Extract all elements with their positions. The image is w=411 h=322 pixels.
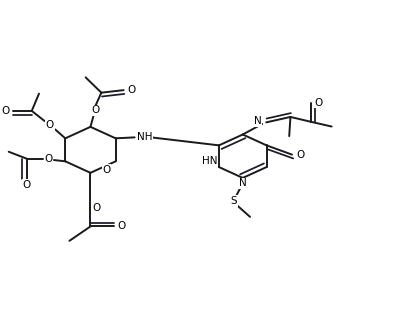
Text: O: O [314,98,323,108]
Text: O: O [296,150,304,160]
Text: O: O [44,154,53,164]
Text: O: O [93,203,101,213]
Text: O: O [1,106,9,116]
Text: NH: NH [136,132,152,142]
Text: O: O [103,165,111,175]
Text: N: N [239,178,247,188]
Text: O: O [46,120,54,130]
Text: O: O [117,222,125,232]
Text: O: O [23,180,31,190]
Text: HN: HN [202,156,218,166]
Text: O: O [91,105,99,115]
Text: O: O [127,85,135,95]
Text: N: N [254,116,261,126]
Text: S: S [231,196,237,206]
